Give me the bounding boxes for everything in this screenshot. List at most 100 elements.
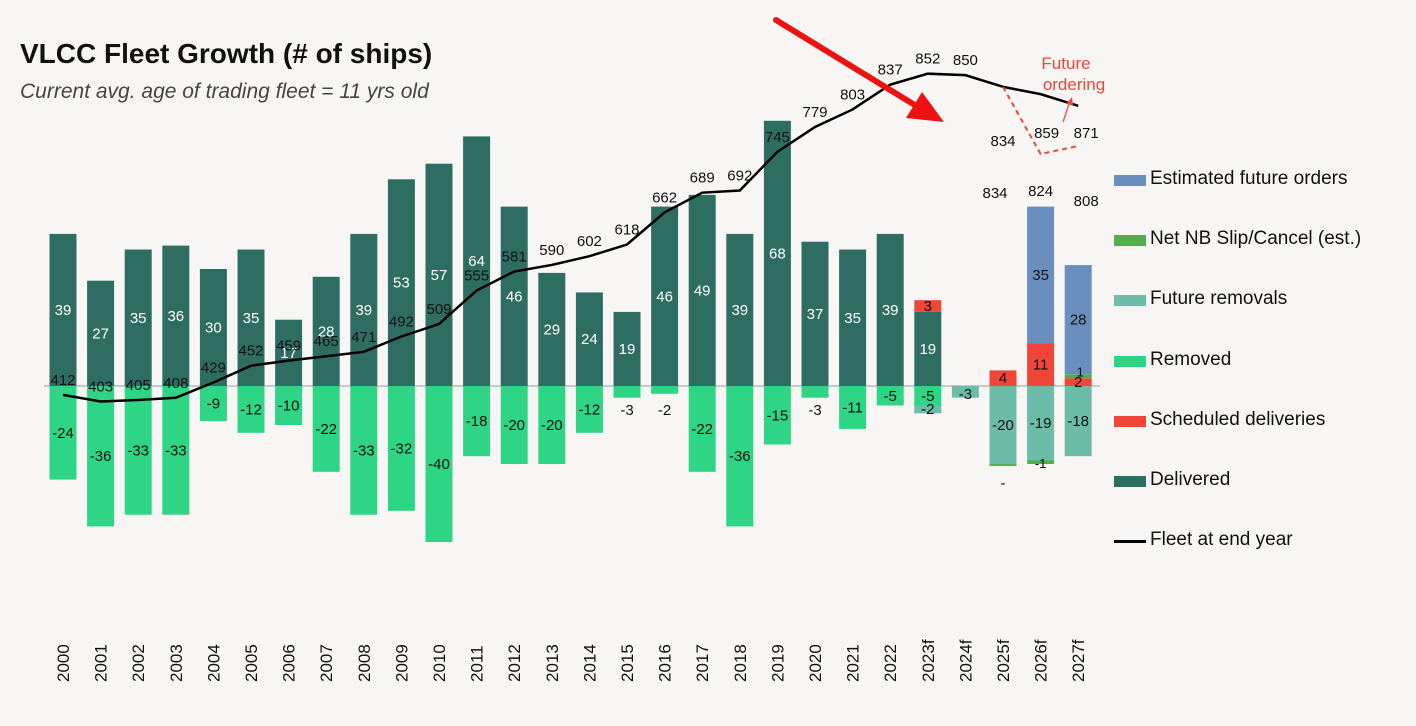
legend-swatch	[1114, 540, 1146, 544]
label-delivered-2002: 35	[130, 310, 147, 327]
label-delivered-2010: 57	[431, 267, 448, 284]
bar-slip-2027f	[1064, 374, 1092, 379]
fleet-label-2006: 459	[276, 338, 301, 355]
bar-delivered-2015	[613, 311, 641, 386]
label-delivered-2022: 39	[882, 302, 899, 319]
label-delivered-2007: 28	[318, 323, 335, 340]
label-removed-2009: -32	[391, 440, 413, 457]
tick-label-2008: 2008	[355, 644, 374, 682]
label-slip-2027f: 1	[1077, 364, 1084, 379]
bar-delivered-2020	[801, 241, 829, 386]
label-removed-2007: -22	[315, 421, 337, 438]
label-removed-2011: -18	[466, 413, 488, 430]
bar-removed-2023f	[914, 386, 942, 406]
future-ordering-line	[1002, 86, 1079, 156]
bar-slip-neg-2026f	[1027, 460, 1055, 464]
label-delivered-2004: 30	[205, 320, 222, 337]
bar-removed-2008	[350, 386, 378, 515]
fleet-label-2008: 471	[351, 329, 376, 346]
bar-scheduled-2026f	[1027, 343, 1055, 386]
label-delivered-2000: 39	[55, 302, 72, 319]
bar-delivered-2022	[876, 233, 904, 386]
bar-removed-2000	[49, 386, 77, 480]
label-scheduled-2023f: 3	[924, 298, 932, 315]
bar-delivered-2003	[162, 245, 190, 386]
legend-swatch	[1114, 415, 1146, 427]
tick-label-2011: 2011	[468, 645, 487, 682]
bar-delivered-2000	[49, 233, 77, 386]
bar-removed-2010	[425, 386, 453, 542]
label-delivered-2016: 46	[656, 288, 673, 305]
fleet-label-2000: 412	[50, 372, 75, 389]
fleet-label-2014: 602	[577, 233, 602, 250]
tick-label-2019: 2019	[768, 644, 787, 682]
label-scheduled-2027f: 2	[1074, 374, 1082, 391]
tick-label-2025f: 2025f	[994, 639, 1013, 682]
annotation-pointer-head	[1066, 97, 1073, 105]
label-removed-2015: -3	[620, 402, 633, 419]
bar-removed-2012	[500, 386, 528, 464]
legend-label: Delivered	[1150, 469, 1231, 490]
bar-delivered-2012	[500, 206, 528, 386]
label-delivered-2019: 68	[769, 245, 786, 262]
label-delivered-2012: 46	[506, 288, 523, 305]
tick-label-2024f: 2024f	[956, 639, 975, 682]
chart-subtitle: Current avg. age of trading fleet = 11 y…	[20, 80, 429, 103]
bar-delivered-2018	[726, 233, 754, 386]
tick-label-2020: 2020	[806, 644, 825, 682]
tick-label-2004: 2004	[204, 644, 223, 682]
label-removed-2014: -12	[579, 401, 601, 418]
fleet-label-2007: 465	[314, 333, 339, 350]
fleet-label-2023f: 852	[915, 51, 940, 68]
tick-label-2018: 2018	[731, 644, 750, 682]
fleet-line	[62, 72, 1079, 403]
label-removed-2008: -33	[353, 442, 375, 459]
fleet-label-2019: 745	[765, 129, 790, 146]
tick-label-2009: 2009	[392, 644, 411, 682]
label-removed-2005: -12	[240, 401, 262, 418]
fleet-label-2017: 689	[690, 170, 715, 187]
label-future-orders-2027f: 28	[1070, 312, 1087, 329]
label-future-orders-2026f: 35	[1032, 267, 1049, 284]
tick-label-2001: 2001	[92, 644, 111, 682]
label-delivered-2011: 64	[468, 253, 485, 270]
legend-item-net-slip: Net NB Slip/Cancel (est.)	[1114, 226, 1414, 256]
bar-slip-neg-2025f	[989, 464, 1017, 466]
label-future-removals-2026f: -19	[1030, 415, 1052, 432]
bar-delivered-2011	[463, 136, 491, 386]
label-removed-2006: -10	[278, 398, 300, 415]
bar-scheduled-2025f	[989, 370, 1017, 386]
fleet-label-2005: 452	[238, 343, 263, 360]
bar-removed-2019	[763, 386, 791, 445]
bar-future-orders-2027f	[1064, 265, 1092, 375]
bar-delivered-2021	[839, 249, 867, 386]
bar-delivered-2007	[312, 276, 340, 386]
label-removed-2004: -9	[207, 396, 220, 413]
tick-label-2010: 2010	[430, 644, 449, 682]
bar-delivered-2013	[538, 272, 566, 386]
tick-label-2015: 2015	[618, 644, 637, 682]
bar-removed-2016	[651, 386, 679, 394]
label-delivered-2015: 19	[619, 341, 636, 358]
tick-label-2005: 2005	[242, 644, 261, 682]
label-delivered-2008: 39	[355, 302, 372, 319]
legend-label: Estimated future orders	[1150, 168, 1348, 189]
bar-removed-2021	[839, 386, 867, 429]
tick-label-2023f: 2023f	[919, 639, 938, 682]
fleet-label-2004: 429	[201, 359, 226, 376]
fleet-label-2024f: 850	[953, 52, 978, 69]
tick-label-2003: 2003	[167, 644, 186, 682]
fleet-label-2022: 837	[878, 62, 903, 79]
bar-removed-2009	[387, 386, 415, 511]
label-delivered-2006: 17	[280, 345, 297, 362]
fleet-label-2026f: 824	[1028, 183, 1053, 200]
bar-removed-2013	[538, 386, 566, 464]
future-label-2026f: 859	[1034, 125, 1059, 142]
bar-delivered-2008	[350, 233, 378, 386]
label-removed-2018: -36	[729, 448, 751, 465]
bar-delivered-2001	[87, 280, 115, 386]
bar-delivered-2010	[425, 163, 453, 386]
fleet-label-2013: 590	[539, 242, 564, 259]
label-delivered-2009: 53	[393, 275, 410, 292]
